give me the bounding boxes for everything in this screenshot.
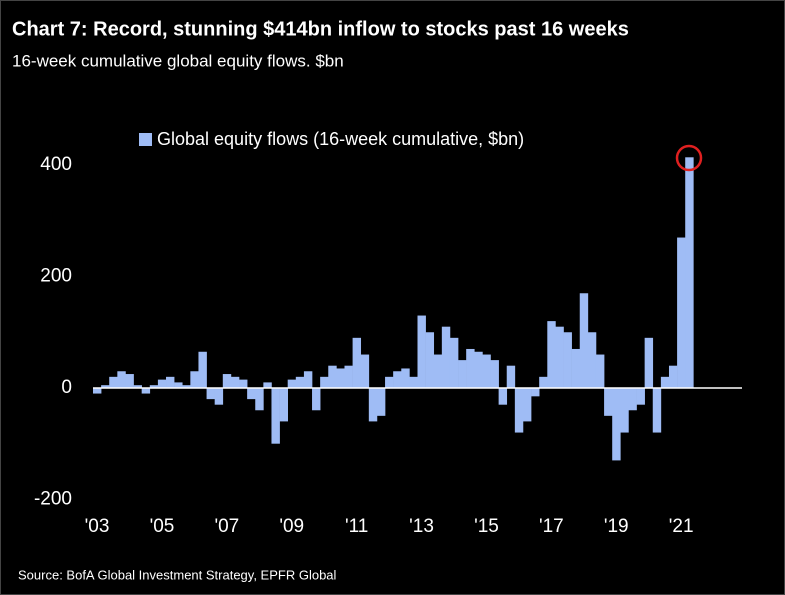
bar [279, 387, 288, 422]
bar [482, 354, 491, 388]
bar [620, 387, 629, 433]
bar [247, 387, 256, 400]
bar [595, 354, 605, 388]
bar [385, 376, 394, 388]
x-tick-label: '09 [279, 516, 304, 537]
bar [206, 387, 215, 400]
bar [498, 387, 508, 405]
bar [133, 385, 142, 388]
bar [660, 376, 670, 388]
bar [425, 332, 435, 388]
bar [214, 387, 224, 405]
bar [490, 360, 499, 388]
bar [393, 371, 402, 388]
bar [417, 315, 426, 388]
bar [312, 387, 321, 411]
bar [198, 351, 207, 388]
chart-subtitle: 16-week cumulative global equity flows. … [12, 51, 344, 70]
bar [441, 326, 451, 388]
bar [587, 332, 597, 388]
bar [474, 351, 483, 388]
bar [239, 379, 248, 388]
bar [125, 374, 134, 388]
bar [579, 293, 589, 388]
bar [166, 376, 175, 388]
bar [255, 387, 264, 411]
bar [652, 387, 662, 433]
x-tick-label: '03 [85, 516, 110, 537]
bar [174, 382, 183, 388]
x-tick-label: '17 [539, 516, 564, 537]
bar [685, 157, 694, 388]
y-tick-label: 400 [40, 154, 72, 175]
chart-title: Chart 7: Record, stunning $414bn inflow … [12, 18, 629, 40]
bar [547, 321, 556, 388]
legend-swatch [139, 133, 152, 146]
bar [101, 385, 110, 388]
x-tick-label: '21 [669, 516, 694, 537]
bar [449, 337, 459, 388]
bar [522, 387, 532, 422]
bar [563, 332, 572, 388]
bar [555, 326, 564, 388]
bar [514, 387, 524, 433]
plot: -200 0 200 400 Global equity flows (16-week … [34, 129, 742, 537]
x-tick-label: '07 [214, 516, 239, 537]
bar [352, 337, 362, 388]
bar [677, 237, 686, 388]
bar [336, 368, 345, 388]
x-tick-label: '15 [474, 516, 499, 537]
bar [320, 376, 329, 388]
bar [182, 385, 191, 388]
bar [571, 348, 581, 388]
y-tick-label: -200 [34, 488, 72, 509]
bar [109, 376, 118, 388]
bar [531, 387, 540, 397]
bar [458, 360, 467, 388]
bar [141, 387, 151, 394]
source: Source: BofA Global Investment Strategy,… [18, 567, 337, 582]
bar [328, 365, 337, 388]
x-tick-label: '11 [345, 516, 368, 537]
bar [466, 348, 475, 388]
bar [433, 354, 443, 388]
bar [303, 371, 313, 388]
bar [539, 376, 548, 388]
highlight-circle [675, 144, 703, 172]
bar [230, 376, 240, 388]
y-tick-label: 0 [61, 377, 72, 398]
bar [93, 387, 102, 394]
bar [612, 387, 621, 461]
bar [360, 354, 370, 388]
bar [409, 376, 418, 388]
bar [263, 382, 272, 388]
bar [644, 337, 654, 388]
bar [157, 379, 167, 388]
bar [368, 387, 378, 422]
legend-label: Global equity flows (16-week cumulative,… [157, 129, 524, 149]
bar [636, 387, 645, 405]
bar [287, 379, 297, 388]
x-tick-label: '13 [409, 516, 434, 537]
x-tick-label: '19 [604, 516, 629, 537]
bar [271, 387, 280, 444]
bar [190, 371, 199, 388]
bar [401, 368, 410, 388]
bar [506, 365, 516, 388]
bar [628, 387, 637, 411]
bar [295, 376, 305, 388]
bar [222, 374, 232, 388]
y-tick-label: 200 [40, 266, 72, 287]
bar [376, 387, 386, 416]
bar [149, 385, 159, 388]
x-tick-label: '05 [150, 516, 175, 537]
bar [668, 365, 678, 388]
bar [344, 365, 353, 388]
bar [117, 371, 126, 388]
bar [604, 387, 613, 416]
